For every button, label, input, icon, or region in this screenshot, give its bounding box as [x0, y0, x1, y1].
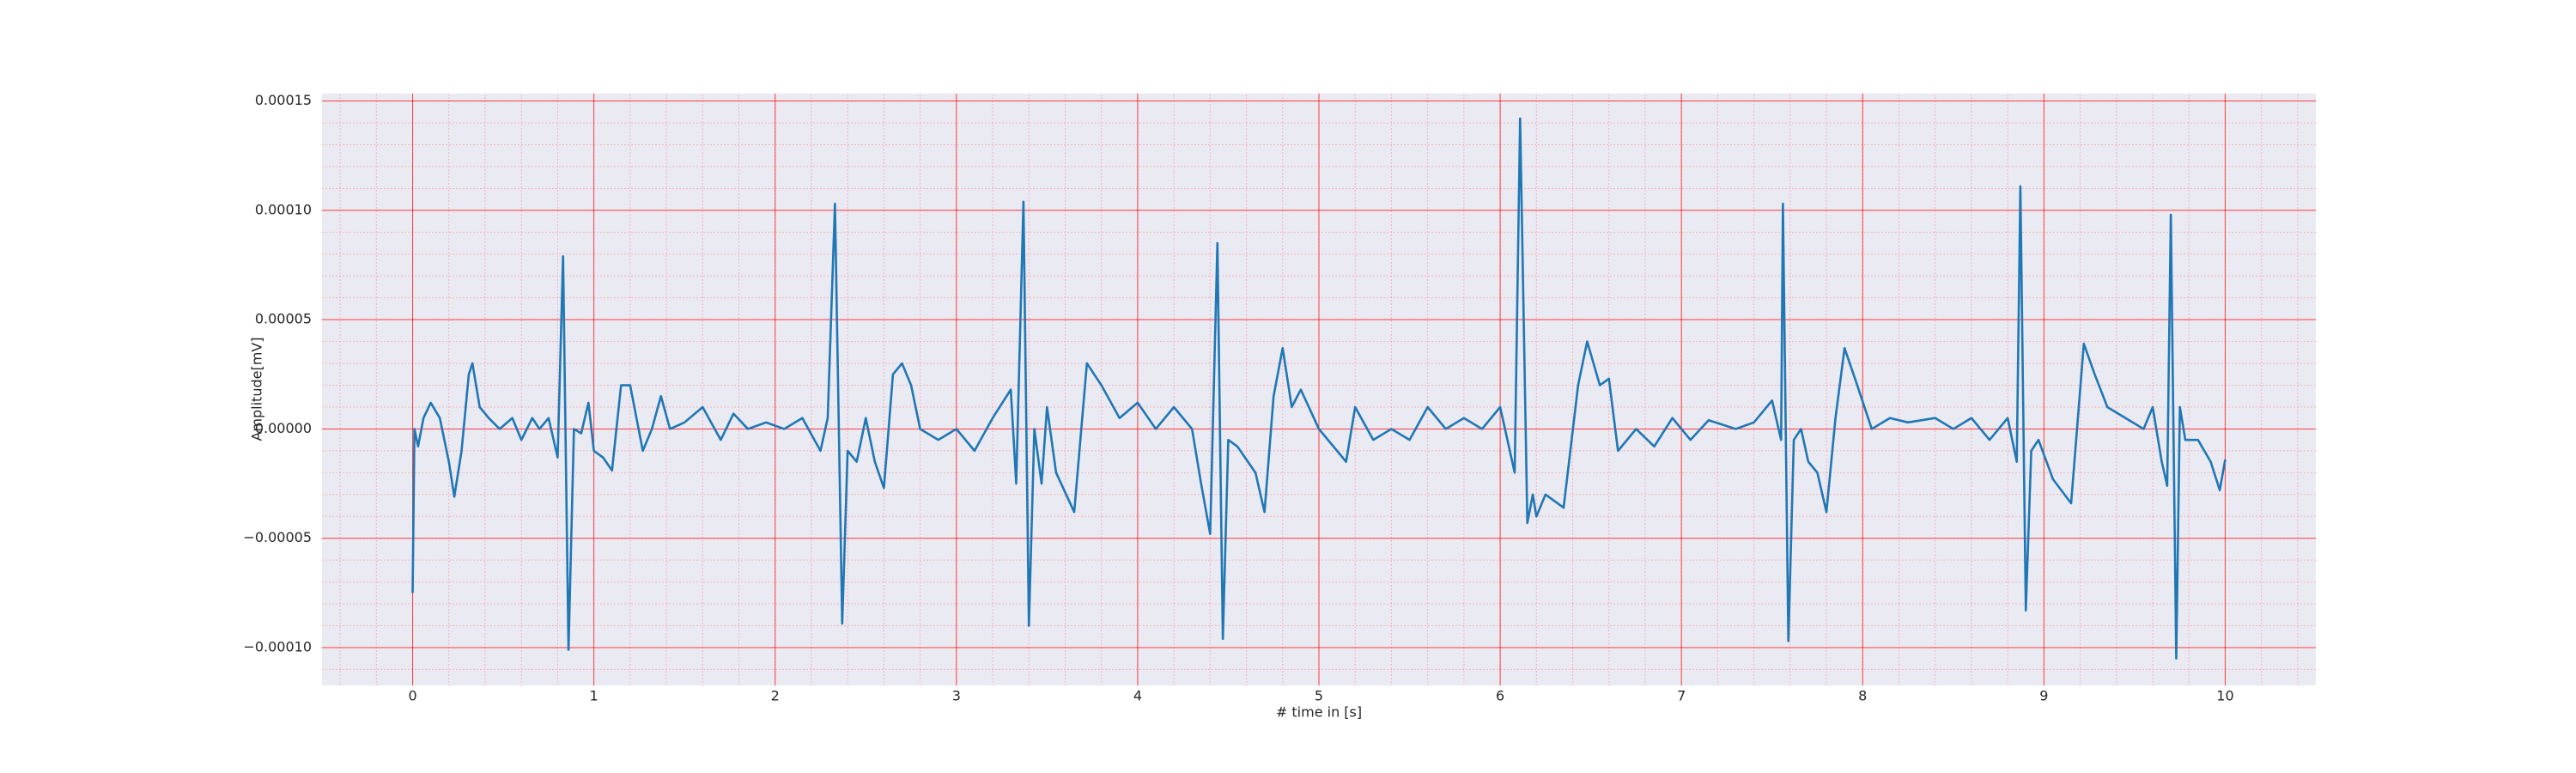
x-tick-label: 0	[408, 688, 416, 704]
y-axis-label: Amplitude[mV]	[249, 337, 265, 441]
signal-line	[411, 117, 2227, 660]
x-tick-label: 1	[590, 688, 598, 704]
y-tick-label: 0.00015	[255, 92, 312, 108]
x-tick-label: 6	[1496, 688, 1504, 704]
x-tick-label: 3	[952, 688, 961, 704]
x-tick-label: 4	[1133, 688, 1142, 704]
y-tick-label: 0.00005	[255, 311, 312, 327]
y-tick-label: −0.00010	[243, 638, 312, 654]
x-tick-label: 5	[1315, 688, 1323, 704]
y-tick-label: 0.00010	[255, 201, 312, 217]
x-axis-label: # time in [s]	[1276, 704, 1362, 721]
x-tick-label: 7	[1677, 688, 1686, 704]
x-tick-label: 8	[1858, 688, 1867, 704]
x-tick-label: 9	[2039, 688, 2048, 704]
x-tick-label: 2	[771, 688, 780, 704]
data-layer	[411, 117, 2227, 660]
y-tick-label: 0.00000	[255, 420, 312, 436]
major-grid	[322, 94, 2316, 685]
y-tick-label: −0.00005	[243, 529, 312, 545]
x-tick-label: 10	[2216, 688, 2233, 704]
